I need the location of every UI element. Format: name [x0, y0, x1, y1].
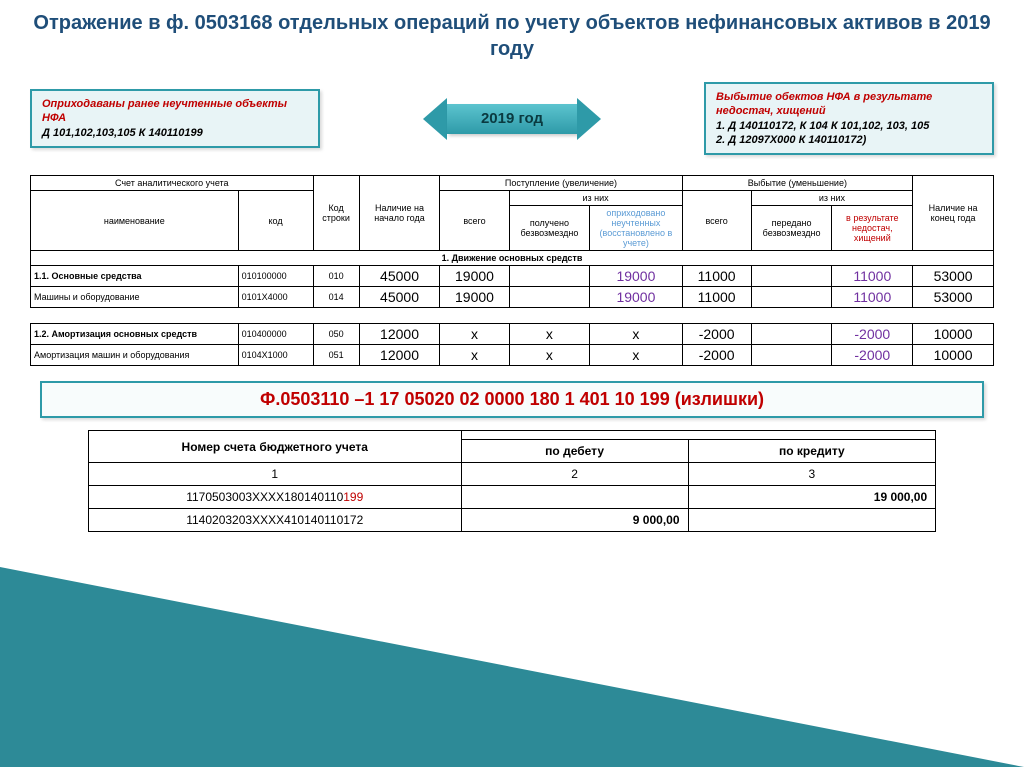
page-title: Отражение в ф. 0503168 отдельных операци… — [30, 10, 994, 62]
cell-out1 — [751, 266, 832, 287]
cell-in-total: х — [440, 345, 509, 366]
right-box-title: Выбытие обектов НФА в результате недоста… — [716, 90, 982, 119]
cell-in2: 19000 — [590, 287, 682, 308]
cell-in1 — [509, 287, 590, 308]
cell-start: 12000 — [359, 324, 440, 345]
th-code: код — [238, 191, 313, 251]
cell-start: 45000 — [359, 266, 440, 287]
th-acct: Счет аналитического учета — [31, 176, 314, 191]
table-row: Машины и оборудование 0101Х4000 014 4500… — [31, 287, 994, 308]
cell-line: 051 — [313, 345, 359, 366]
th-out-total: всего — [682, 191, 751, 251]
right-box-body1: 1. Д 140110172, К 104 К 101,102, 103, 10… — [716, 119, 982, 133]
year-arrow: 2019 год — [422, 98, 602, 140]
cell-end: 10000 — [913, 324, 994, 345]
th-out1: передано безвозмездно — [751, 206, 832, 251]
th-name: наименование — [31, 191, 239, 251]
cell-out-total: -2000 — [682, 345, 751, 366]
acct-c1: 1 — [88, 463, 461, 486]
cell-end: 53000 — [913, 287, 994, 308]
cell-out1 — [751, 345, 832, 366]
arrow-right-head — [577, 98, 601, 140]
cell-line: 010 — [313, 266, 359, 287]
th-in2: оприходовано неучтенных (восстановлено в… — [590, 206, 682, 251]
cell-out2: -2000 — [832, 324, 913, 345]
acct-c3: 3 — [688, 463, 936, 486]
cell-code: 0104Х1000 — [238, 345, 313, 366]
cell-in-total: 19000 — [440, 266, 509, 287]
acct-c2: 2 — [461, 463, 688, 486]
th-start: Наличие на начало года — [359, 176, 440, 251]
cell-name: Амортизация машин и оборудования — [31, 345, 239, 366]
acct-h1: Номер счета бюджетного учета — [88, 431, 461, 463]
cell-in-total: 19000 — [440, 287, 509, 308]
cell-out2: -2000 — [832, 345, 913, 366]
arrow-left-head — [423, 98, 447, 140]
cell-in2: х — [590, 324, 682, 345]
cell-in2: 19000 — [590, 266, 682, 287]
cell-line: 050 — [313, 324, 359, 345]
acct-debit: 9 000,00 — [461, 509, 688, 532]
cell-out-total: 11000 — [682, 287, 751, 308]
table-row: Амортизация машин и оборудования 0104Х10… — [31, 345, 994, 366]
arrow-label: 2019 год — [447, 104, 577, 134]
th-out: Выбытие (уменьшение) — [682, 176, 913, 191]
acct-debit — [461, 486, 688, 509]
th-in1: получено безвозмездно — [509, 206, 590, 251]
cell-out-total: -2000 — [682, 324, 751, 345]
th-in-total: всего — [440, 191, 509, 251]
budget-code-line: Ф.0503110 –1 17 05020 02 0000 180 1 401 … — [40, 381, 984, 418]
right-info-box: Выбытие обектов НФА в результате недоста… — [704, 82, 994, 155]
cell-out2: 11000 — [832, 287, 913, 308]
main-table-1: Счет аналитического учета Код строки Нал… — [30, 175, 994, 308]
th-out-ofwhich: из них — [751, 191, 912, 206]
acct-credit: 19 000,00 — [688, 486, 936, 509]
cell-in1 — [509, 266, 590, 287]
right-box-body2: 2. Д 12097Х000 К 140110172) — [716, 133, 982, 147]
cell-out1 — [751, 287, 832, 308]
table-row: 1.1. Основные средства 010100000 010 450… — [31, 266, 994, 287]
cell-in-total: х — [440, 324, 509, 345]
th-out2: в результате недостач, хищений — [832, 206, 913, 251]
cell-code: 010400000 — [238, 324, 313, 345]
th-in-ofwhich: из них — [509, 191, 682, 206]
table-row: 1.2. Амортизация основных средств 010400… — [31, 324, 994, 345]
account-table: Номер счета бюджетного учета по дебету п… — [88, 430, 936, 532]
acct-name: 1170503003ХХХХ180140110199 — [88, 486, 461, 509]
cell-line: 014 — [313, 287, 359, 308]
cell-out-total: 11000 — [682, 266, 751, 287]
cell-end: 53000 — [913, 266, 994, 287]
left-box-title: Оприходаваны ранее неучтенные объекты НФ… — [42, 97, 308, 126]
main-table-2: 1.2. Амортизация основных средств 010400… — [30, 323, 994, 366]
cell-name: 1.2. Амортизация основных средств — [31, 324, 239, 345]
cell-end: 10000 — [913, 345, 994, 366]
acct-name: 1140203203ХХХХ410140110172 — [88, 509, 461, 532]
cell-name: Машины и оборудование — [31, 287, 239, 308]
cell-code: 010100000 — [238, 266, 313, 287]
cell-in2: х — [590, 345, 682, 366]
cell-in1: х — [509, 345, 590, 366]
cell-in1: х — [509, 324, 590, 345]
cell-out2: 11000 — [832, 266, 913, 287]
cell-name: 1.1. Основные средства — [31, 266, 239, 287]
acct-row: 1170503003ХХХХ180140110199 19 000,00 — [88, 486, 935, 509]
top-info-row: Оприходаваны ранее неучтенные объекты НФ… — [30, 82, 994, 155]
th-in: Поступление (увеличение) — [440, 176, 682, 191]
acct-credit — [688, 509, 936, 532]
section1-title: 1. Движение основных средств — [31, 251, 994, 266]
background-triangle — [0, 567, 1024, 767]
cell-code: 0101Х4000 — [238, 287, 313, 308]
cell-out1 — [751, 324, 832, 345]
cell-start: 45000 — [359, 287, 440, 308]
acct-h3: по кредиту — [688, 440, 936, 463]
acct-h2: по дебету — [461, 440, 688, 463]
th-end: Наличие на конец года — [913, 176, 994, 251]
left-box-body: Д 101,102,103,105 К 140110199 — [42, 126, 308, 140]
th-line: Код строки — [313, 176, 359, 251]
cell-start: 12000 — [359, 345, 440, 366]
left-info-box: Оприходаваны ранее неучтенные объекты НФ… — [30, 89, 320, 148]
acct-row: 1140203203ХХХХ410140110172 9 000,00 — [88, 509, 935, 532]
